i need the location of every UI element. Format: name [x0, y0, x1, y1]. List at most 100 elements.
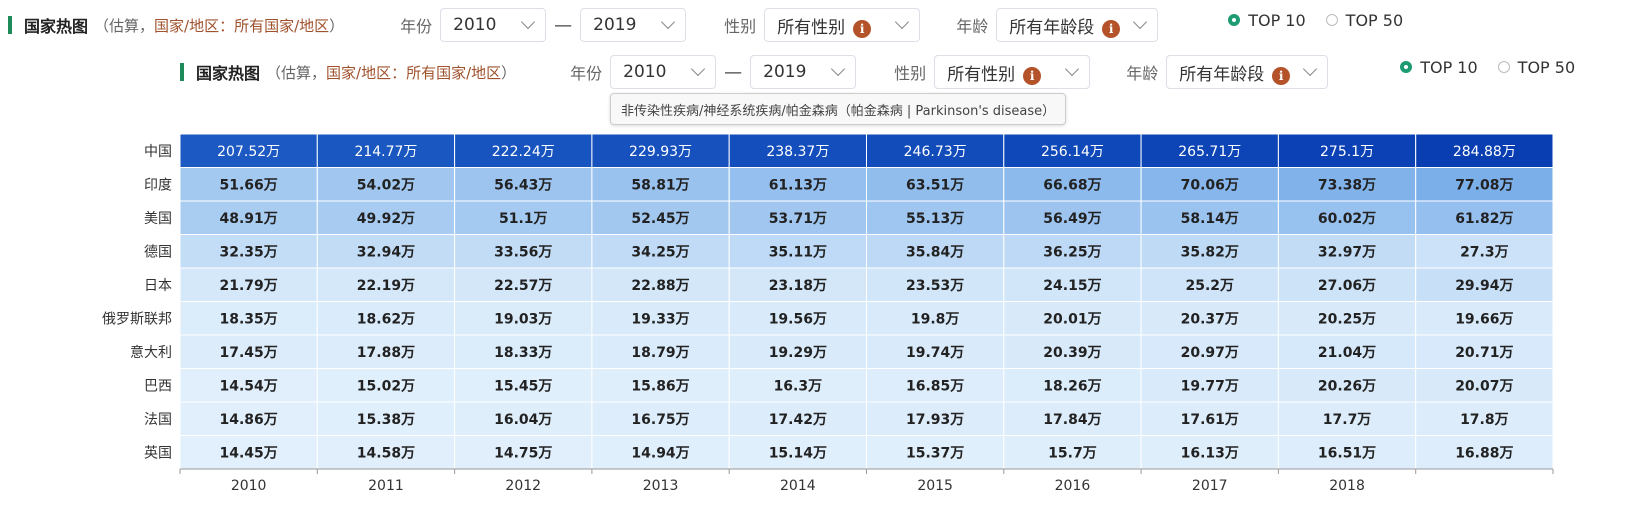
heatmap-cell[interactable]: [1277, 401, 1417, 436]
cell-value-label: 14.75万: [494, 445, 552, 461]
info-icon[interactable]: i: [1272, 66, 1291, 85]
heatmap-cell[interactable]: [454, 133, 593, 168]
info-icon[interactable]: i: [1102, 19, 1121, 38]
heatmap-cell[interactable]: [728, 301, 868, 336]
heatmap-cell[interactable]: [179, 401, 318, 436]
heatmap-cell[interactable]: [1003, 368, 1142, 403]
info-icon[interactable]: i: [1023, 66, 1042, 85]
heatmap-cell[interactable]: [316, 368, 456, 403]
heatmap-cell[interactable]: [1140, 368, 1279, 403]
heatmap-cell[interactable]: [316, 133, 456, 168]
year-to-select[interactable]: 2019: [580, 8, 687, 42]
x-tick-label: 2011: [368, 478, 404, 494]
heatmap-cell[interactable]: [1003, 234, 1142, 269]
heatmap-cell[interactable]: [866, 334, 1005, 369]
year-to-select[interactable]: 2019: [750, 55, 857, 89]
heatmap-cell[interactable]: [179, 133, 318, 168]
heatmap-cell[interactable]: [1415, 368, 1554, 403]
title-accent-bar: [8, 16, 12, 34]
heatmap-cell[interactable]: [1277, 435, 1417, 470]
heatmap-cell[interactable]: [1415, 200, 1554, 235]
year-from-select[interactable]: 2010: [440, 8, 547, 42]
heatmap-cell[interactable]: [866, 234, 1005, 269]
heatmap-cell[interactable]: [1415, 435, 1554, 470]
heatmap-cell[interactable]: [1277, 301, 1417, 336]
heatmap-cell[interactable]: [1003, 167, 1142, 202]
heatmap-cell[interactable]: [179, 301, 318, 336]
top50-radio[interactable]: TOP 50: [1325, 11, 1403, 30]
range-dash: —: [724, 61, 743, 83]
heatmap-cell[interactable]: [591, 401, 730, 436]
heatmap-cell[interactable]: [728, 267, 868, 302]
heatmap-cell[interactable]: [591, 368, 730, 403]
heatmap-cell[interactable]: [591, 334, 730, 369]
heatmap-cell[interactable]: [1003, 334, 1142, 369]
cell-value-label: 19.29万: [769, 345, 827, 361]
age-select[interactable]: 所有年龄段 i: [996, 8, 1159, 42]
heatmap-cell[interactable]: [454, 401, 593, 436]
heatmap-cell[interactable]: [454, 200, 593, 235]
heatmap-cell[interactable]: [1277, 334, 1417, 369]
top10-radio[interactable]: TOP 10: [1400, 58, 1478, 77]
heatmap-cell[interactable]: [454, 301, 593, 336]
heatmap-cell[interactable]: [591, 167, 730, 202]
heatmap-cell[interactable]: [454, 267, 593, 302]
cell-value-label: 207.52万: [217, 144, 280, 160]
heatmap-cell[interactable]: [1140, 401, 1279, 436]
heatmap-cell[interactable]: [1140, 200, 1279, 235]
heatmap-cell[interactable]: [728, 435, 868, 470]
heatmap-cell[interactable]: [591, 301, 730, 336]
y-tick-label: 巴西: [144, 378, 172, 394]
heatmap-cell[interactable]: [1415, 401, 1554, 436]
gender-select[interactable]: 所有性别 i: [934, 55, 1091, 89]
heatmap-cell[interactable]: [1140, 334, 1279, 369]
heatmap-cell[interactable]: [1277, 368, 1417, 403]
heatmap-cell[interactable]: [1003, 200, 1142, 235]
heatmap-cell[interactable]: [728, 368, 868, 403]
year-from-select[interactable]: 2010: [610, 55, 717, 89]
heatmap-cell[interactable]: [316, 200, 456, 235]
heatmap-cell[interactable]: [1277, 200, 1417, 235]
heatmap-cell[interactable]: [866, 133, 1005, 168]
top50-radio[interactable]: TOP 50: [1497, 58, 1575, 77]
gender-select[interactable]: 所有性别 i: [764, 8, 921, 42]
cell-value-label: 32.97万: [1318, 244, 1376, 260]
heatmap-cell[interactable]: [316, 167, 456, 202]
heatmap-cell[interactable]: [179, 234, 318, 269]
heatmap-cell[interactable]: [866, 368, 1005, 403]
gender-label: 性别: [894, 64, 927, 83]
heatmap-cell[interactable]: [1415, 167, 1554, 202]
heatmap-cell[interactable]: [179, 334, 318, 369]
heatmap-cell[interactable]: [866, 167, 1005, 202]
heatmap-cell[interactable]: [1003, 435, 1142, 470]
age-select[interactable]: 所有年龄段 i: [1166, 55, 1329, 89]
radio-unchecked-icon: [1325, 14, 1338, 26]
heatmap-cell[interactable]: [1415, 334, 1554, 369]
heatmap-cell[interactable]: [1415, 133, 1554, 168]
y-tick-label: 印度: [144, 177, 172, 193]
heatmap-cell[interactable]: [1140, 435, 1279, 470]
heatmap-cell[interactable]: [866, 301, 1005, 336]
heatmap-cell[interactable]: [1415, 267, 1554, 302]
heatmap-cell[interactable]: [866, 435, 1005, 470]
heatmap-cell[interactable]: [1003, 267, 1142, 302]
heatmap-cell[interactable]: [179, 200, 318, 235]
heatmap-cell[interactable]: [454, 368, 593, 403]
heatmap-cell[interactable]: [316, 401, 456, 436]
top10-radio[interactable]: TOP 10: [1228, 11, 1306, 30]
heatmap-cell[interactable]: [728, 401, 868, 436]
heatmap-cell[interactable]: [179, 435, 318, 470]
heatmap-cell[interactable]: [1140, 267, 1279, 302]
heatmap-cell[interactable]: [1140, 167, 1279, 202]
cell-value-label: 20.97万: [1181, 345, 1239, 361]
info-icon[interactable]: i: [853, 19, 872, 38]
heatmap-cell[interactable]: [1277, 167, 1417, 202]
heatmap-cell[interactable]: [866, 267, 1005, 302]
heatmap-cell[interactable]: [316, 267, 456, 302]
heatmap-cell[interactable]: [1415, 234, 1554, 269]
heatmap-cell[interactable]: [1003, 401, 1142, 436]
heatmap-cell[interactable]: [1277, 234, 1417, 269]
heatmap-cell[interactable]: [728, 200, 868, 235]
heatmap-cell[interactable]: [1140, 133, 1279, 168]
heatmap-cell[interactable]: [1277, 267, 1417, 302]
